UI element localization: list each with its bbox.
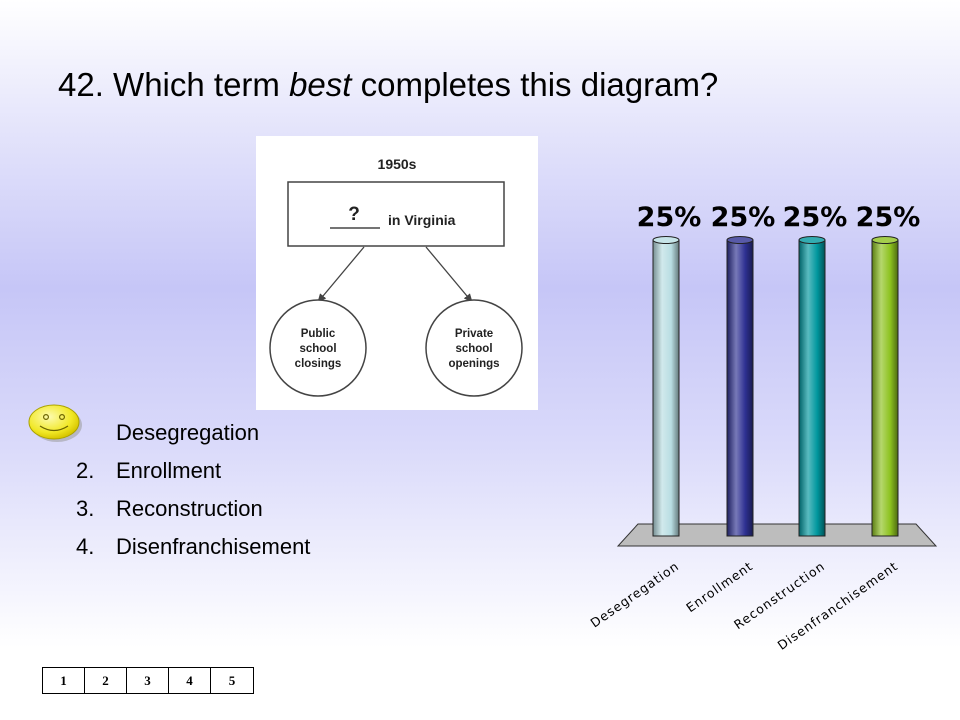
answer-text: Desegregation — [116, 420, 260, 445]
smiley-face-icon — [28, 404, 82, 442]
diagram-left-arrow — [317, 246, 365, 303]
answer-option-2[interactable]: 2. Enrollment — [48, 452, 310, 490]
answer-text: Enrollment — [116, 458, 222, 483]
diagram-header: 1950s — [378, 156, 417, 172]
answer-list: Desegregation 2. Enrollment 3. Reconstruct… — [48, 414, 310, 566]
question-title: 42. Which term best completes this diagr… — [58, 66, 718, 104]
chart-bar-1 — [652, 239, 680, 537]
chart-value-label-2: 25% — [711, 202, 776, 233]
diagram-left-circle-line-2: school — [299, 343, 336, 355]
answer-number: 2. — [76, 458, 95, 483]
question-prefix: 42. Which term — [58, 66, 290, 103]
keypad-key-2[interactable]: 2 — [85, 668, 127, 693]
chart-category-label-2: Enrollment — [683, 558, 755, 615]
chart-bar-2 — [726, 239, 754, 537]
chart-bar-4 — [871, 239, 899, 537]
chart-bar-cap-1 — [652, 236, 680, 244]
chart-value-label-3: 25% — [783, 202, 848, 233]
diagram-right-circle — [425, 299, 523, 397]
diagram-right-circle-line-3: openings — [448, 358, 499, 370]
answer-number: 3. — [76, 496, 95, 521]
diagram-right-arrow — [425, 246, 473, 303]
question-suffix: completes this diagram? — [351, 66, 719, 103]
chart-bar-3 — [798, 239, 826, 537]
chart-bar-cap-4 — [871, 236, 899, 244]
answer-option-4[interactable]: 4. Disenfranchisement — [48, 528, 310, 566]
keypad-key-1[interactable]: 1 — [43, 668, 85, 693]
response-keypad: 1 2 3 4 5 — [42, 667, 254, 694]
diagram-top-box — [287, 181, 505, 247]
chart-value-label-4: 25% — [856, 202, 921, 233]
answer-text: Disenfranchisement — [116, 534, 311, 559]
diagram-left-circle-line-3: closings — [295, 358, 342, 370]
answer-number: 4. — [76, 534, 95, 559]
question-diagram: 1950s ? in Virginia Public school closin… — [256, 136, 538, 410]
keypad-key-5[interactable]: 5 — [228, 672, 236, 688]
keypad-key-3[interactable]: 3 — [127, 668, 169, 693]
diagram-right-circle-line-2: school — [455, 343, 492, 355]
diagram-left-circle-line-1: Public — [301, 328, 336, 340]
answer-option-1[interactable]: Desegregation — [48, 414, 310, 452]
answer-text: Reconstruction — [116, 496, 263, 521]
chart-category-label-1: Desegregation — [587, 558, 681, 630]
answer-option-3[interactable]: 3. Reconstruction — [48, 490, 310, 528]
diagram-box-text: in Virginia — [388, 212, 456, 228]
results-bar-chart: 25% 25% 25% 25% Desegregation EnrollmentReco… — [587, 202, 938, 653]
chart-value-label-1: 25% — [637, 202, 702, 233]
chart-bar-cap-3 — [798, 236, 826, 244]
keypad-key-4[interactable]: 4 — [169, 668, 211, 693]
diagram-right-circle-line-1: Private — [455, 328, 493, 340]
chart-bar-cap-2 — [726, 236, 754, 244]
diagram-left-circle — [269, 299, 367, 397]
chart-category-label-4: Disenfranchisement — [775, 558, 901, 653]
question-emphasis: best — [289, 66, 352, 103]
diagram-blank: ? — [348, 204, 360, 225]
